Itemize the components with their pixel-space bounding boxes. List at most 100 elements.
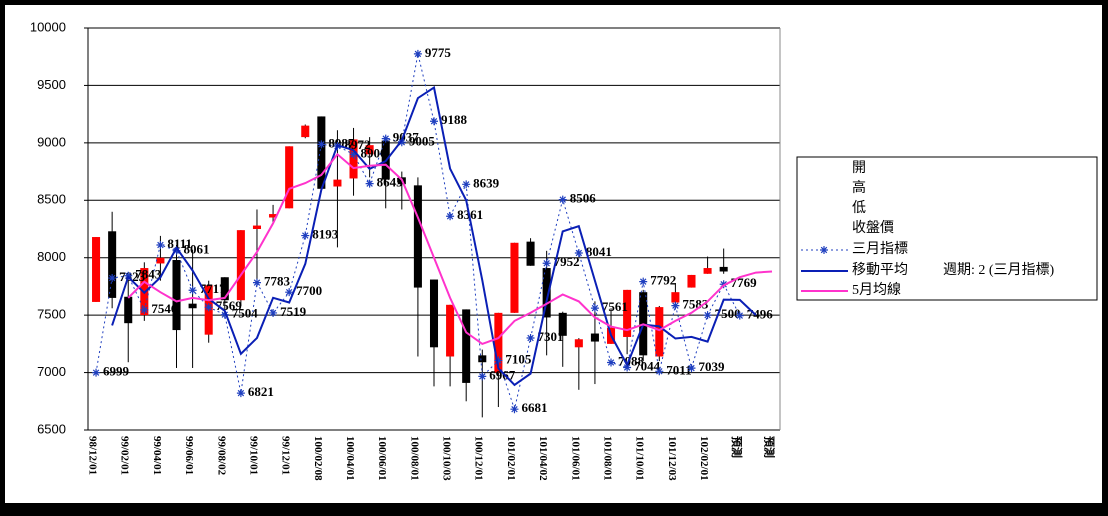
data-label: 7783: [264, 274, 291, 289]
marker: [301, 231, 310, 240]
data-label: 7044: [634, 359, 661, 374]
candle-body: [269, 214, 278, 218]
marker: [655, 367, 664, 376]
candle-body: [719, 266, 728, 272]
x-tick-label: 100/06/01: [376, 436, 388, 481]
x-tick-label: 101/04/02: [537, 436, 549, 481]
legend-low: 低: [852, 200, 866, 216]
y-tick-label: 9000: [37, 134, 66, 149]
data-label: 8506: [570, 191, 597, 206]
candle-body: [188, 303, 197, 309]
data-label: 7546: [151, 301, 178, 316]
data-label: 7519: [280, 304, 307, 319]
marker: [413, 49, 422, 58]
marker: [494, 356, 503, 365]
marker: [639, 277, 648, 286]
marker: [349, 150, 358, 159]
candle-body: [365, 145, 374, 155]
data-label: 9037: [393, 130, 420, 145]
x-tick-label: 101/12/03: [666, 436, 678, 481]
marker: [188, 286, 197, 295]
data-label: 8111: [167, 236, 192, 251]
x-tick-label: 99/08/02: [215, 436, 227, 476]
data-label: 7039: [698, 359, 725, 374]
candle-body: [462, 309, 471, 383]
candle-body: [413, 185, 422, 288]
candle-body: [703, 268, 712, 274]
candle-body: [349, 139, 358, 179]
candle-body: [574, 339, 583, 348]
x-tick-label: 98/12/01: [87, 436, 99, 475]
marker: [607, 358, 616, 367]
candle-body: [478, 355, 487, 363]
marker: [108, 274, 117, 283]
candle-body: [687, 274, 696, 288]
y-tick-label: 7500: [37, 307, 66, 322]
marker: [526, 333, 535, 342]
x-tick-label: 99/12/01: [280, 436, 292, 475]
data-label: 7301: [538, 329, 564, 344]
y-tick-label: 8500: [37, 192, 66, 207]
y-tick-label: 8000: [37, 249, 66, 264]
marker: [430, 117, 438, 126]
data-label: 9188: [441, 112, 468, 127]
marker: [140, 305, 149, 314]
candle-body: [220, 277, 229, 301]
x-tick-label: 101/10/01: [634, 436, 646, 481]
legend-marker: [820, 246, 828, 254]
data-label: 7769: [731, 275, 758, 290]
data-label: 7843: [135, 267, 162, 282]
data-label: 6681: [521, 400, 547, 415]
marker: [285, 288, 294, 297]
data-label: 7496: [747, 307, 774, 322]
x-tick-label: 101/06/01: [569, 436, 581, 481]
candle-body: [252, 225, 261, 229]
candle-body: [285, 146, 294, 209]
x-tick-label: 99/10/01: [247, 436, 259, 475]
marker: [397, 138, 406, 147]
candle-body: [172, 260, 181, 331]
x-tick-label: 預測: [762, 436, 776, 458]
data-label: 6821: [248, 384, 274, 399]
legend-open: 開: [852, 161, 866, 176]
data-label: 9775: [425, 45, 452, 60]
data-label: 6999: [103, 364, 130, 379]
legend-ma: 移動平均: [852, 262, 908, 278]
legend-box: [796, 156, 1098, 301]
marker: [590, 304, 599, 313]
x-tick-label: 102/02/01: [698, 436, 710, 481]
candle-body: [542, 268, 551, 318]
x-tick-label: 99/06/01: [183, 436, 195, 475]
candle-body: [236, 230, 245, 301]
data-label: 8645: [377, 175, 404, 190]
legend-ma-note: 週期: 2 (三月指標): [943, 262, 1055, 278]
y-tick-label: 9500: [37, 77, 66, 92]
y-tick-label: 10000: [30, 19, 66, 34]
candle-body: [429, 279, 439, 348]
data-label: 7792: [650, 273, 676, 288]
marker: [204, 303, 213, 312]
legend-5m: 5月均線: [852, 282, 901, 298]
y-tick-label: 7000: [37, 364, 66, 379]
data-label: 8639: [473, 175, 500, 190]
marker: [671, 301, 680, 310]
candle-body: [655, 307, 664, 357]
marker: [92, 368, 101, 377]
candle-body: [446, 304, 455, 357]
marker: [687, 364, 696, 373]
x-tick-label: 100/12/01: [473, 436, 485, 481]
x-tick-label: 99/04/01: [151, 436, 163, 475]
x-tick-label: 預測: [730, 436, 744, 458]
data-label: 7700: [296, 283, 322, 298]
candle-body: [671, 292, 680, 303]
marker: [574, 249, 583, 258]
candle-body: [623, 289, 632, 337]
legend-index: 三月指標: [852, 241, 908, 257]
candle-body: [510, 242, 519, 313]
data-label: 7011: [666, 362, 691, 377]
data-label: 7504: [232, 306, 259, 321]
x-tick-label: 100/10/03: [441, 436, 453, 481]
legend-high: 高: [852, 179, 866, 196]
marker: [381, 134, 390, 143]
x-tick-label: 100/02/08: [312, 436, 324, 481]
